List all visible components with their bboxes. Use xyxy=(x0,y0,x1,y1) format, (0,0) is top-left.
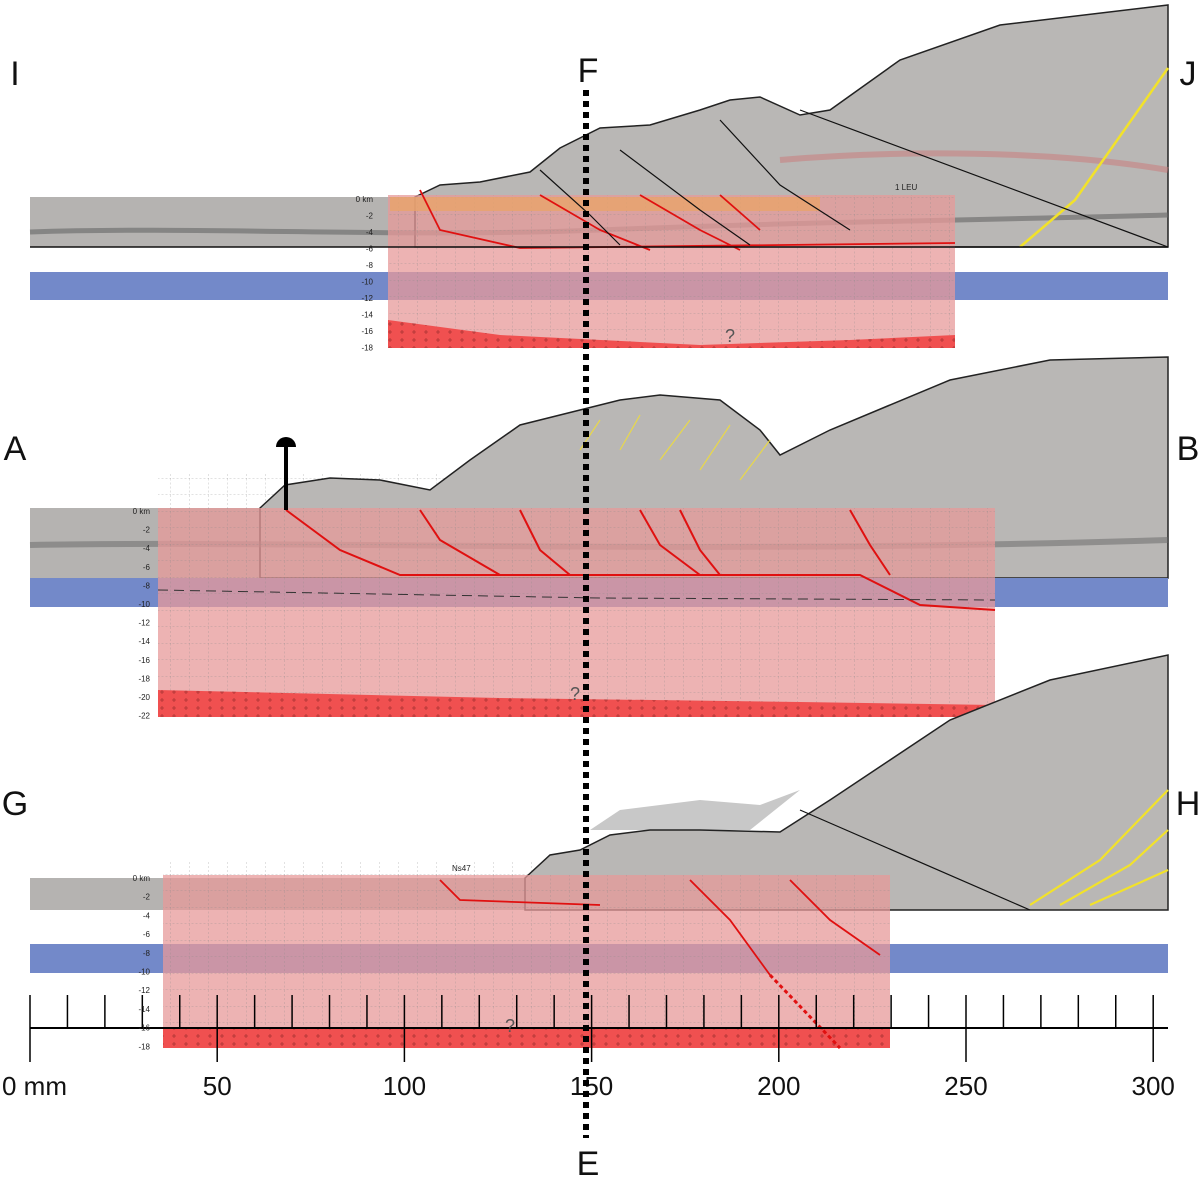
depth-label: 0 km xyxy=(133,507,151,516)
section-left-label: G xyxy=(2,785,28,823)
depth-label: -10 xyxy=(138,600,150,609)
section-right-label: J xyxy=(1180,55,1197,93)
section-ab xyxy=(29,356,1169,717)
query-mark: ? xyxy=(505,1016,515,1036)
depth-label: -6 xyxy=(143,563,151,572)
scale-label: 0 mm xyxy=(2,1071,67,1101)
section-gh xyxy=(30,654,1169,1050)
query-mark: ? xyxy=(570,684,580,704)
section-left-label: I xyxy=(10,55,19,93)
depth-label: -8 xyxy=(366,261,374,270)
depth-label: -6 xyxy=(366,245,374,254)
section-right-label: B xyxy=(1177,430,1200,468)
depth-label: -18 xyxy=(138,1042,150,1051)
depth-label: -4 xyxy=(366,228,374,237)
depth-label: -2 xyxy=(366,212,374,221)
depth-label: -14 xyxy=(138,637,150,646)
section-line-bottom-label: E xyxy=(577,1145,600,1181)
depth-label: -18 xyxy=(138,674,150,683)
scale-label: 150 xyxy=(570,1071,613,1101)
section-left-label: A xyxy=(4,430,27,468)
section-right-label: H xyxy=(1176,785,1200,823)
depth-label: -20 xyxy=(138,693,150,702)
well-label: 1 LEU xyxy=(895,183,917,192)
depth-label: -12 xyxy=(138,619,150,628)
depth-label: -8 xyxy=(143,581,151,590)
depth-label: -4 xyxy=(143,911,151,920)
scale-bar: 0 mm 50 100 150 200 250 300 xyxy=(2,995,1175,1101)
scale-label: 250 xyxy=(944,1071,987,1101)
depth-label: -2 xyxy=(143,893,151,902)
depth-label: -14 xyxy=(361,311,373,320)
section-ij xyxy=(29,4,1170,348)
scale-label: 100 xyxy=(383,1071,426,1101)
scale-label: 200 xyxy=(757,1071,800,1101)
depth-label: -10 xyxy=(138,968,150,977)
depth-label: -22 xyxy=(138,712,150,721)
depth-label: -8 xyxy=(143,949,151,958)
depth-label: -2 xyxy=(143,526,151,535)
depth-label: -12 xyxy=(361,294,373,303)
depth-label: -4 xyxy=(143,544,151,553)
depth-label: -6 xyxy=(143,930,151,939)
depth-label: 0 km xyxy=(133,874,151,883)
scale-label: 300 xyxy=(1132,1071,1175,1101)
well-label: Ns47 xyxy=(452,864,471,873)
depth-label: -16 xyxy=(138,1024,150,1033)
depth-label: -16 xyxy=(138,656,150,665)
depth-label: -14 xyxy=(138,1005,150,1014)
section-line-top-label: F xyxy=(578,52,599,90)
depth-label: 0 km xyxy=(356,195,374,204)
query-mark: ? xyxy=(725,326,735,346)
depth-label: -10 xyxy=(361,278,373,287)
depth-label: -12 xyxy=(138,986,150,995)
depth-label: -18 xyxy=(361,344,373,353)
scale-label: 50 xyxy=(203,1071,232,1101)
depth-label: -16 xyxy=(361,327,373,336)
